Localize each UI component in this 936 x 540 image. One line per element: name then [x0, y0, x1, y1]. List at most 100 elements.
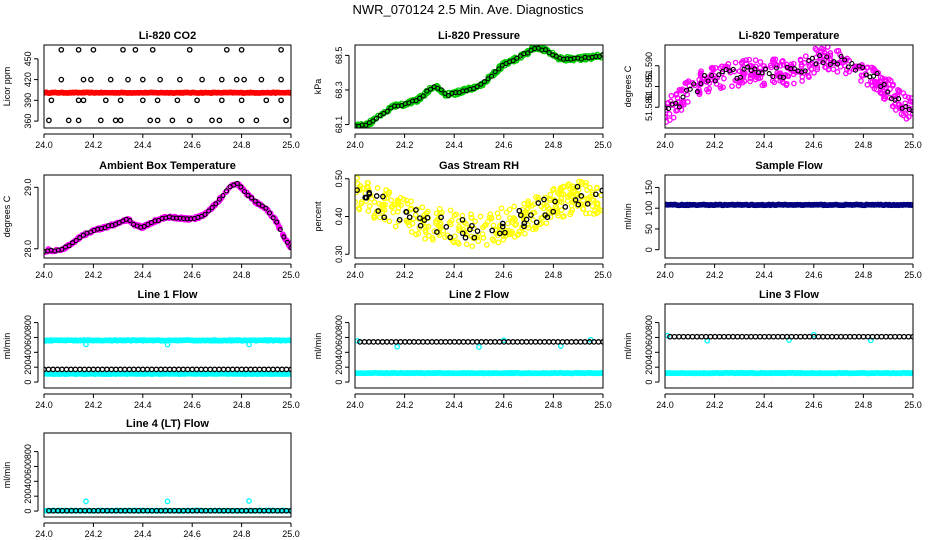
data-point: [510, 58, 516, 64]
data-point: [790, 71, 797, 78]
data-point: [65, 117, 72, 124]
data-point: [381, 214, 388, 221]
data-point: [422, 235, 428, 242]
data-point: [869, 82, 876, 89]
data-point: [450, 239, 457, 246]
data-point: [725, 333, 732, 340]
data-point: [824, 45, 831, 50]
chart-title: Line 3 Flow: [759, 289, 819, 301]
data-point: [570, 188, 577, 195]
data-point: [175, 366, 182, 373]
data-point: [234, 366, 240, 373]
data-point: [835, 47, 842, 54]
data-point: [893, 107, 899, 113]
data-point: [417, 222, 424, 229]
data-point: [125, 76, 131, 83]
x-tick-label: 24.6: [495, 400, 513, 410]
data-point: [783, 80, 790, 87]
data-point: [523, 339, 530, 345]
data-point: [543, 220, 550, 227]
data-point: [880, 95, 887, 102]
data-point: [246, 341, 252, 348]
data-point: [768, 64, 775, 71]
data-point: [424, 339, 431, 345]
data-point: [157, 366, 164, 373]
plot-frame: [43, 432, 292, 518]
y-tick-label: 0: [23, 509, 33, 514]
data-point: [712, 78, 718, 84]
data-point: [555, 339, 561, 345]
data-point: [288, 245, 291, 251]
data-point: [770, 333, 777, 340]
x-tick-label: 24.8: [545, 270, 563, 280]
data-point: [374, 185, 381, 191]
x-tick-label: 24.8: [855, 400, 873, 410]
x-tick-label: 24.4: [134, 140, 152, 150]
data-point: [668, 92, 675, 99]
x-tick-label: 24.2: [396, 140, 414, 150]
data-point: [376, 214, 383, 221]
y-tick-label: 68.5: [334, 47, 344, 65]
data-point: [263, 97, 270, 104]
data-point: [472, 218, 479, 225]
data-point: [730, 333, 736, 340]
data-point: [274, 219, 280, 225]
data-point: [411, 339, 417, 345]
data-point: [514, 55, 520, 61]
data-point: [895, 102, 902, 108]
data-point: [510, 215, 517, 221]
data-point: [169, 117, 176, 124]
data-point: [717, 83, 724, 89]
data-point: [355, 187, 360, 193]
data-point: [455, 240, 462, 247]
data-point: [711, 72, 717, 79]
data-point: [58, 46, 65, 53]
y-tick-label: 68.1: [334, 116, 344, 134]
data-point: [112, 117, 119, 124]
y-tick-label: 800: [23, 444, 33, 459]
data-point: [120, 46, 126, 53]
data-point: [849, 60, 855, 67]
data-point: [356, 187, 363, 194]
data-point: [546, 50, 552, 56]
data-point: [483, 241, 490, 248]
data-point: [553, 207, 560, 214]
data-point: [595, 339, 602, 345]
data-point: [752, 57, 759, 64]
data-point: [371, 214, 378, 221]
data-point: [824, 54, 830, 60]
y-tick-label: 420: [23, 72, 33, 87]
x-tick-label: 24.4: [134, 400, 152, 410]
data-point: [355, 180, 361, 187]
data-point: [791, 80, 797, 87]
data-point: [243, 366, 249, 373]
data-point: [566, 192, 573, 199]
data-point: [709, 72, 715, 79]
data-point: [388, 105, 394, 111]
data-point: [901, 333, 907, 340]
y-tick-label: 100: [644, 201, 654, 216]
data-point: [234, 180, 240, 186]
data-point: [102, 97, 109, 104]
y-tick-label: 50: [644, 224, 654, 234]
data-point: [478, 339, 485, 345]
data-point: [259, 203, 265, 209]
data-point: [471, 234, 478, 241]
y-axis-label: ml/min: [2, 333, 12, 360]
data-point: [361, 339, 368, 345]
data-point: [225, 366, 231, 373]
data-point: [905, 333, 912, 340]
data-point: [253, 117, 260, 124]
data-point: [384, 339, 390, 345]
data-point: [570, 57, 577, 64]
data-point: [238, 46, 245, 53]
data-point: [423, 224, 429, 230]
data-point: [202, 211, 208, 217]
x-tick-label: 25.0: [594, 400, 612, 410]
data-point: [684, 99, 691, 105]
data-point: [565, 181, 572, 188]
data-point: [910, 108, 913, 114]
data-point: [721, 333, 727, 340]
data-point: [761, 80, 767, 87]
